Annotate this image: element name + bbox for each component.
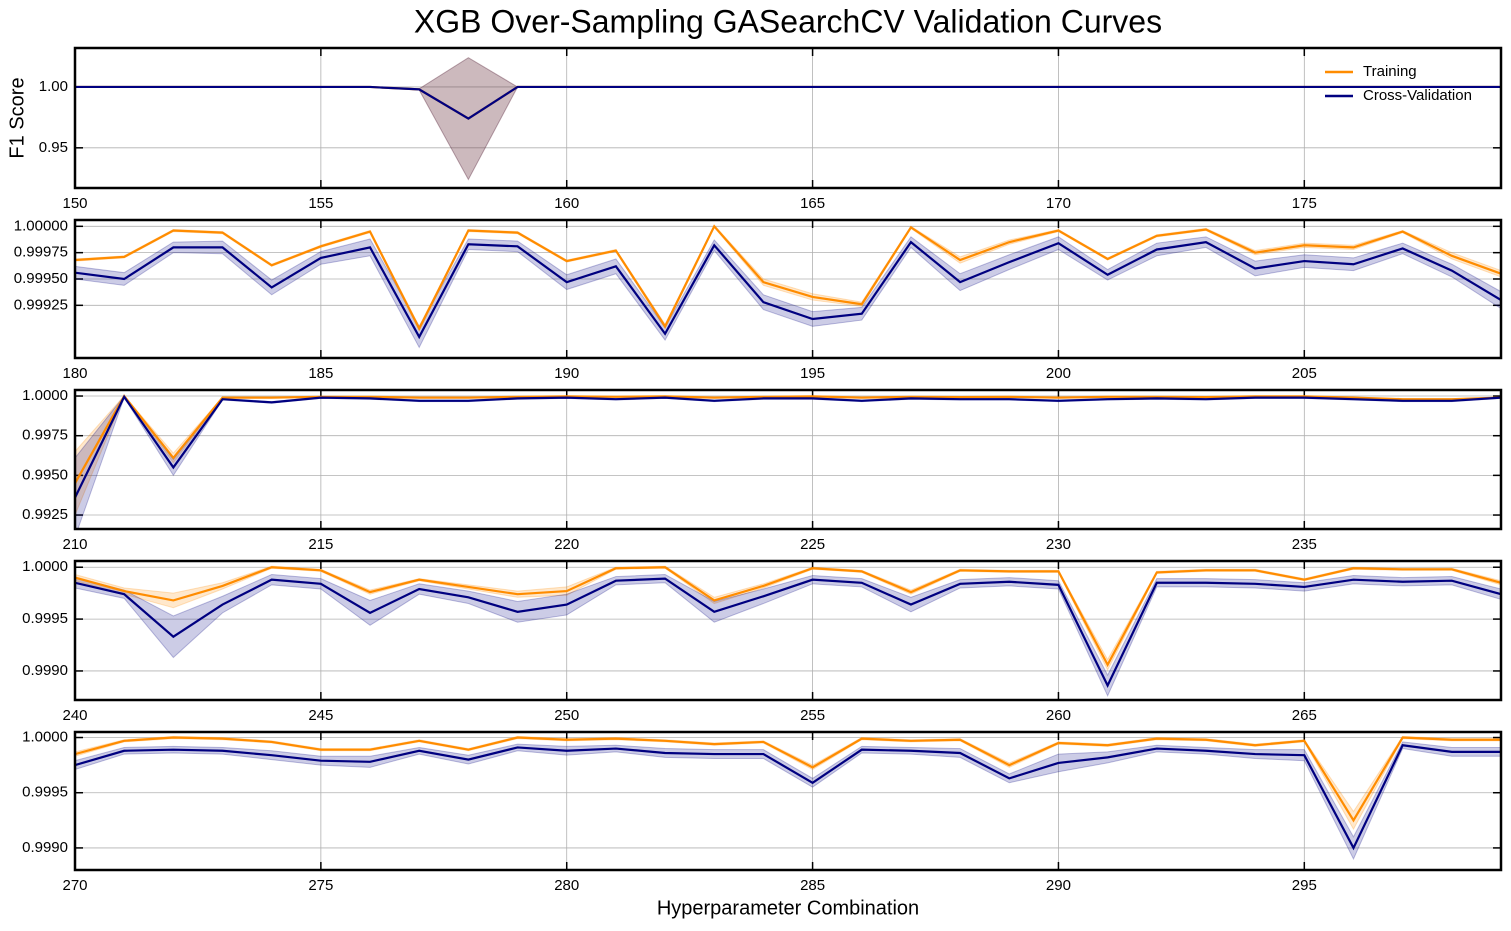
line [75,744,1501,851]
y-tick-label: 0.9990 [22,662,68,679]
line [75,85,1501,120]
y-tick-label: 0.9995 [22,784,68,801]
axes-frame [73,388,1503,531]
std-band [75,741,1501,861]
x-tick-label: 185 [308,365,333,382]
x-tick-label: 255 [800,707,825,724]
axes-frame [73,730,1503,872]
x-tick-label: 150 [62,195,87,212]
y-tick-label: 0.9995 [22,610,68,627]
x-tick-label: 260 [1046,707,1071,724]
std-band [75,565,1501,672]
x-tick-label: 240 [62,707,87,724]
x-tick-label: 235 [1292,536,1317,553]
std-band [75,573,1501,698]
x-tick-label: 215 [308,536,333,553]
y-tick-label: 1.00000 [14,217,68,234]
y-tick-label: 0.99925 [14,296,68,313]
x-tick-label: 170 [1046,195,1071,212]
plot-area [75,565,1501,698]
std-band [75,57,1501,181]
y-axis-label: F1 Score [6,77,28,158]
x-tick-label: 225 [800,536,825,553]
plot-area [75,735,1501,861]
x-tick-label: 200 [1046,365,1071,382]
legend-label: Training [1363,63,1417,80]
x-tick-label: 155 [308,195,333,212]
y-tick-label: 0.95 [39,139,68,156]
chart-title: XGB Over-Sampling GASearchCV Validation … [414,3,1162,39]
plot-area [75,57,1501,181]
y-tick-label: 0.9975 [22,427,68,444]
axes-frame [73,46,1503,190]
x-tick-label: 285 [800,877,825,894]
y-tick-label: 0.9925 [22,506,68,523]
x-tick-label: 295 [1292,877,1317,894]
line [75,577,1501,689]
x-tick-label: 265 [1292,707,1317,724]
x-tick-label: 245 [308,707,333,724]
x-tick-label: 195 [800,365,825,382]
axes-frame [73,559,1503,702]
legend-label: Cross-Validation [1363,87,1472,104]
x-tick-label: 270 [62,877,87,894]
x-tick-label: 290 [1046,877,1071,894]
axes-frame [73,218,1503,360]
x-tick-label: 205 [1292,365,1317,382]
x-tick-label: 165 [800,195,825,212]
std-band [75,394,1501,516]
y-tick-label: 0.99975 [14,244,68,261]
y-tick-label: 0.9950 [22,466,68,483]
x-tick-label: 190 [554,365,579,382]
plot-area [75,224,1501,349]
line [75,224,1501,331]
y-tick-label: 1.00 [39,78,68,95]
y-tick-label: 0.99950 [14,270,68,287]
std-band [75,236,1501,349]
line [75,736,1501,823]
line [75,394,1501,484]
line [75,566,1501,668]
line [75,394,1501,499]
x-axis-label: Hyperparameter Combination [657,897,919,919]
y-tick-label: 1.0000 [22,728,68,745]
x-tick-label: 280 [554,877,579,894]
x-tick-label: 175 [1292,195,1317,212]
y-tick-label: 1.0000 [22,558,68,575]
y-tick-label: 1.0000 [22,387,68,404]
x-tick-label: 250 [554,707,579,724]
std-band [75,57,1501,181]
x-tick-label: 230 [1046,536,1071,553]
line [75,85,1501,120]
std-band [75,395,1501,529]
x-tick-label: 275 [308,877,333,894]
x-tick-label: 220 [554,536,579,553]
x-tick-label: 210 [62,536,87,553]
line [75,240,1501,340]
x-tick-label: 160 [554,195,579,212]
plot-area [75,394,1501,529]
y-tick-label: 0.9990 [22,839,68,856]
x-tick-label: 180 [62,365,87,382]
